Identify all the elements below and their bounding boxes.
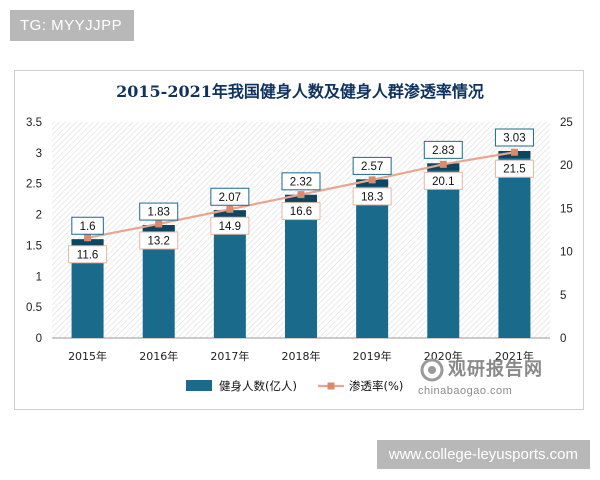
- bar-data-label: 2.32: [290, 176, 312, 188]
- bar-data-label: 3.03: [503, 133, 525, 145]
- bar-label-box: [71, 216, 104, 235]
- bar-cap: [213, 210, 246, 218]
- left-axis-tick: 0.5: [26, 302, 42, 314]
- bar-label-box: [423, 140, 463, 159]
- x-axis-tick: 2016年: [139, 349, 178, 363]
- bar-label-box: [494, 128, 534, 147]
- rate-data-label: 21.5: [503, 164, 525, 176]
- rate-data-label: 20.1: [432, 176, 454, 188]
- left-axis-tick: 3.5: [26, 117, 42, 129]
- right-axis-tick: 0: [560, 333, 566, 345]
- bar-data-label: 2.07: [219, 192, 241, 204]
- rate-data-label: 13.2: [148, 235, 170, 247]
- legend-line-label: 渗透率(%): [349, 379, 403, 393]
- rate-marker: [297, 191, 305, 199]
- brand-watermark: 观研报告网 chinabaogao.com: [418, 358, 543, 397]
- right-axis-tick: 10: [560, 247, 573, 259]
- x-axis-tick: 2017年: [210, 349, 249, 363]
- legend-bar-label: 健身人数(亿人): [219, 379, 297, 393]
- chart-title: 2015-2021年我国健身人数及健身人群渗透率情况: [116, 82, 484, 101]
- bar-data-label: 1.83: [148, 207, 170, 219]
- left-axis-tick: 3: [36, 148, 42, 160]
- right-axis-tick: 15: [560, 203, 573, 215]
- legend-bar-swatch: [186, 380, 212, 391]
- rate-label-box: [68, 245, 108, 264]
- bar-cap: [142, 225, 175, 233]
- rate-label-box: [281, 202, 321, 221]
- right-axis-tick: 5: [560, 290, 566, 302]
- bar-cap: [285, 194, 317, 202]
- rate-label-box: [423, 171, 463, 190]
- rate-marker: [84, 234, 92, 242]
- bar-data-label: 1.6: [80, 221, 96, 233]
- rate-data-label: 11.6: [77, 249, 99, 261]
- bar-label-box: [352, 156, 392, 175]
- left-axis-tick: 2.5: [26, 179, 42, 191]
- x-axis-tick: 2019年: [353, 349, 392, 363]
- brand-url: chinabaogao.com: [418, 385, 512, 397]
- bar-cap: [71, 239, 104, 247]
- bar: [498, 151, 531, 338]
- rate-marker: [510, 148, 518, 156]
- brand-name: 观研报告网: [448, 358, 543, 380]
- rate-data-label: 18.3: [361, 191, 383, 203]
- rate-marker: [155, 220, 163, 228]
- bar: [427, 163, 460, 338]
- bar-data-label: 2.83: [432, 145, 454, 157]
- right-axis-tick: 25: [560, 117, 573, 129]
- left-axis-tick: 1: [36, 271, 42, 283]
- rate-label-box: [494, 159, 534, 178]
- right-axis-tick: 20: [560, 160, 573, 172]
- rate-marker: [226, 205, 234, 213]
- x-axis-tick: 2021年: [495, 349, 534, 363]
- bar-label-box: [281, 172, 321, 191]
- left-axis-tick: 1.5: [26, 240, 42, 252]
- bar-data-label: 2.57: [361, 161, 383, 173]
- rate-label-box: [352, 187, 392, 206]
- rate-marker: [368, 176, 376, 184]
- bar: [356, 179, 389, 338]
- rate-label-box: [139, 231, 179, 250]
- bar-label-box: [139, 202, 179, 221]
- left-axis-tick: 0: [36, 333, 42, 345]
- x-axis-tick: 2018年: [282, 349, 321, 363]
- rate-data-label: 16.6: [290, 206, 312, 218]
- rate-data-label: 14.9: [219, 221, 241, 233]
- legend-line-marker: [327, 382, 335, 390]
- rate-marker: [439, 160, 447, 168]
- watermark-top: TG: MYYJJPP: [10, 10, 135, 41]
- rate-label-box: [210, 216, 250, 235]
- x-axis-tick: 2015年: [68, 349, 107, 363]
- bar-label-box: [210, 187, 250, 206]
- watermark-bottom: www.college-leyusports.com: [376, 440, 590, 469]
- left-axis-tick: 2: [36, 210, 42, 222]
